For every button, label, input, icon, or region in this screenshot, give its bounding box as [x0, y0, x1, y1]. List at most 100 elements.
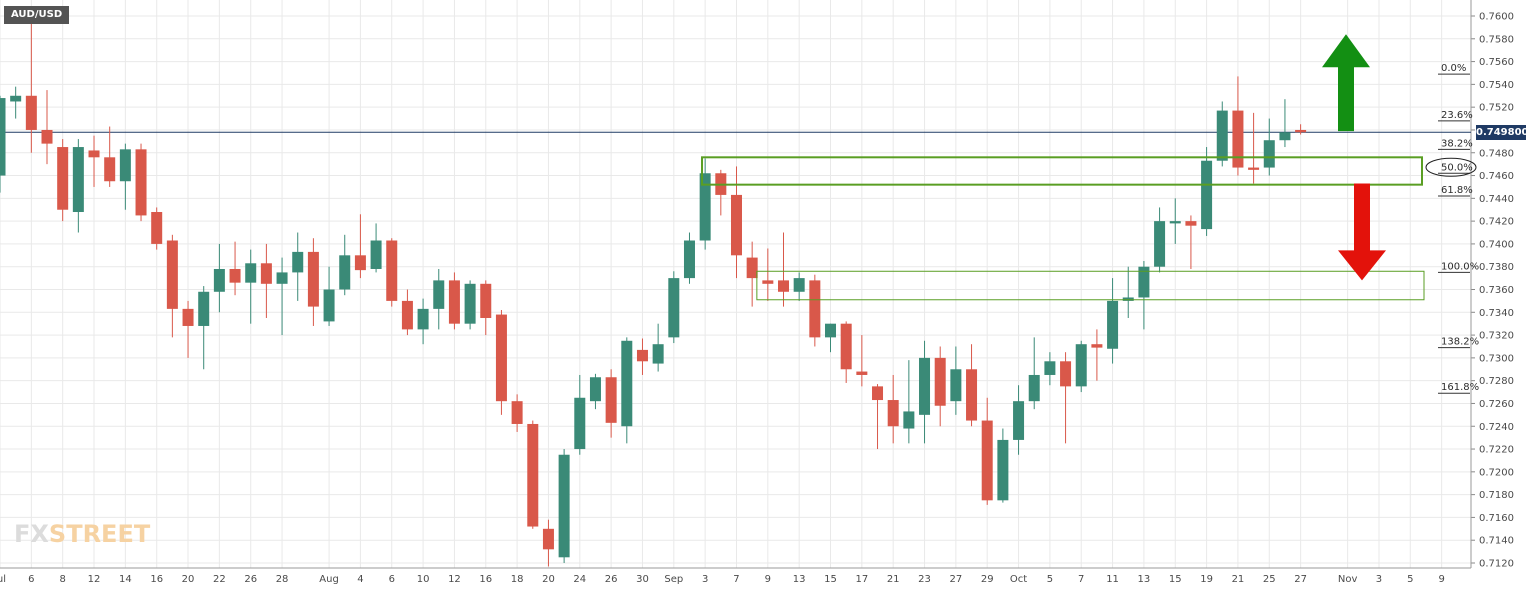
x-tick-label: 16: [150, 574, 163, 585]
candle-body: [1091, 344, 1103, 348]
y-tick-label: 0.7280: [1479, 376, 1514, 387]
x-tick-label: 18: [511, 574, 524, 585]
x-tick-label: 3: [1376, 574, 1382, 585]
y-tick-label: 0.7580: [1479, 34, 1514, 45]
candle-body: [292, 251, 304, 273]
candle-body: [1028, 374, 1040, 402]
y-tick-label: 0.7360: [1479, 285, 1514, 296]
x-tick-label: 20: [542, 574, 555, 585]
candle-body: [730, 194, 742, 256]
x-tick-label: 7: [1078, 574, 1084, 585]
x-tick-label: 9: [1438, 574, 1444, 585]
x-tick-label: 23: [918, 574, 931, 585]
x-tick-label: 24: [573, 574, 586, 585]
candle-body: [1122, 297, 1134, 301]
candle-body: [1075, 344, 1087, 387]
fib-level-label: 38.2%: [1441, 138, 1473, 149]
x-tick-label: 25: [1263, 574, 1276, 585]
candle-body: [1279, 132, 1291, 141]
candle-body: [1295, 129, 1307, 133]
fib-highlight-ellipse: [1425, 157, 1477, 177]
candle-body: [370, 240, 382, 269]
candle-body: [260, 263, 272, 284]
x-tick-label: 11: [1106, 574, 1119, 585]
x-tick-label: 13: [793, 574, 806, 585]
y-tick-label: 0.7420: [1479, 217, 1514, 228]
x-tick-label: 6: [389, 574, 395, 585]
candle-body: [636, 349, 648, 362]
candle-body: [934, 357, 946, 406]
candle-body: [307, 251, 319, 307]
candle-body: [981, 420, 993, 501]
current-price-tag: 0.749800: [1476, 125, 1529, 140]
x-tick-label: Jul: [0, 574, 6, 585]
y-tick-label: 0.7540: [1479, 80, 1514, 91]
y-tick-label: 0.7340: [1479, 308, 1514, 319]
candle-body: [887, 400, 899, 427]
x-tick-label: Nov: [1338, 574, 1358, 585]
x-tick-label: 27: [1294, 574, 1307, 585]
x-tick-label: 29: [981, 574, 994, 585]
candle-body: [213, 268, 225, 292]
candle-body: [1060, 361, 1072, 387]
candle-body: [746, 257, 758, 279]
x-tick-label: 22: [213, 574, 226, 585]
candle-body: [793, 278, 805, 292]
candle-body: [762, 280, 774, 284]
x-tick-label: 8: [59, 574, 65, 585]
candle-body: [182, 308, 194, 326]
candle-body: [809, 280, 821, 338]
x-tick-label: 20: [182, 574, 195, 585]
candle-body: [1138, 266, 1150, 298]
fib-level-label: 0.0%: [1441, 63, 1466, 74]
y-tick-label: 0.7220: [1479, 445, 1514, 456]
candle-body: [856, 371, 868, 375]
x-tick-label: 27: [950, 574, 963, 585]
candle-body: [135, 149, 147, 216]
y-tick-label: 0.7140: [1479, 536, 1514, 547]
candle-body: [1216, 110, 1228, 161]
candle-body: [1013, 401, 1025, 440]
x-tick-label: 10: [417, 574, 430, 585]
candle-body: [339, 255, 351, 290]
fib-level-label: 61.8%: [1441, 185, 1473, 196]
candle-body: [1248, 167, 1260, 170]
bearish-arrow: [1338, 183, 1386, 281]
candle-body: [1185, 221, 1197, 226]
candle-body: [683, 240, 695, 279]
candle-body: [166, 240, 178, 309]
candle-body: [950, 369, 962, 402]
x-tick-label: 6: [28, 574, 34, 585]
fib-level-label: 50.0%: [1441, 162, 1473, 173]
y-tick-label: 0.7440: [1479, 194, 1514, 205]
x-tick-label: 30: [636, 574, 649, 585]
support-resistance-zone: [756, 270, 1425, 301]
candle-body: [589, 377, 601, 402]
candle-body: [966, 369, 978, 421]
candle-body: [1232, 110, 1244, 168]
x-tick-label: 7: [733, 574, 739, 585]
candle-body: [417, 308, 429, 330]
candle-body: [574, 397, 586, 450]
x-tick-label: 15: [824, 574, 837, 585]
y-tick-label: 0.7180: [1479, 490, 1514, 501]
y-tick-label: 0.7260: [1479, 399, 1514, 410]
candle-body: [1107, 300, 1119, 349]
candle-body: [323, 289, 335, 322]
candle-body: [778, 280, 789, 292]
fib-level-label: 161.8%: [1441, 382, 1479, 393]
candle-body: [652, 344, 664, 364]
x-tick-label: 19: [1200, 574, 1213, 585]
candle-body: [448, 280, 460, 324]
candle-body: [840, 323, 852, 370]
candle-body: [668, 278, 680, 338]
x-tick-label: 26: [605, 574, 618, 585]
y-tick-label: 0.7380: [1479, 262, 1514, 273]
candle-body: [276, 272, 288, 284]
fib-level-label: 100.0%: [1441, 261, 1479, 272]
candle-body: [903, 411, 915, 429]
candle-body: [1201, 160, 1213, 230]
y-tick-label: 0.7480: [1479, 148, 1514, 159]
